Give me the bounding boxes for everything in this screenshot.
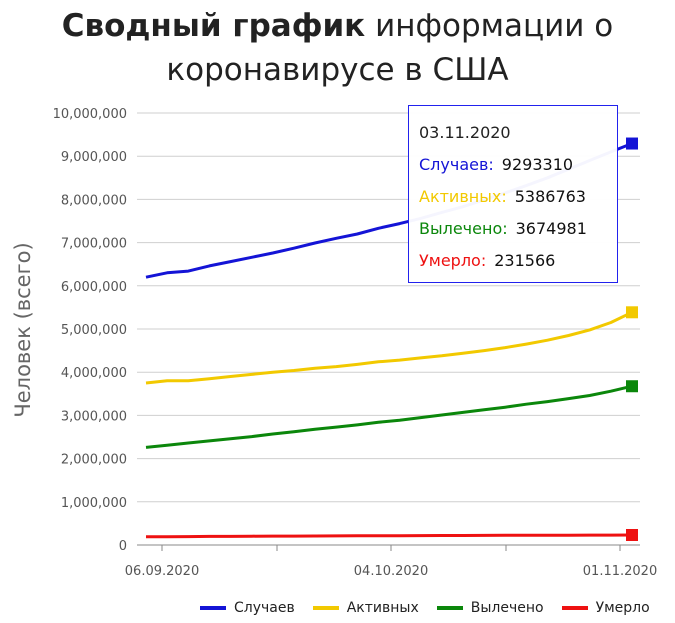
y-tick-label: 9,000,000: [61, 150, 127, 165]
tooltip-value: 231566: [494, 251, 556, 270]
tooltip-label: Случаев:: [419, 155, 494, 174]
tooltip-row-cases: Случаев: 9293310: [419, 149, 607, 181]
tooltip-label: Вылечено:: [419, 219, 508, 238]
series-line-Умерло[interactable]: [145, 533, 633, 539]
tooltip-label: Активных:: [419, 187, 507, 206]
legend-label: Случаев: [234, 600, 295, 616]
legend-item-cases[interactable]: Случаев: [200, 600, 295, 616]
tooltip-row-recovered: Вылечено: 3674981: [419, 213, 607, 245]
legend-label: Активных: [346, 600, 419, 616]
y-tick-label: 6,000,000: [61, 280, 127, 295]
legend-swatch: [561, 606, 588, 610]
legend-item-deaths[interactable]: Умерло: [561, 600, 650, 616]
y-axis-ticks: 0 1,000,000 2,000,000 3,000,000 4,000,000 5,0…: [53, 107, 127, 554]
series-line-Активных[interactable]: [145, 310, 633, 385]
x-tick-label: 06.09.2020: [125, 564, 199, 579]
legend: Случаев Активных Вылечено Умерло: [200, 596, 670, 620]
y-axis-label: Человек (всего): [11, 242, 35, 417]
y-tick-label: 8,000,000: [61, 193, 127, 208]
x-tick-label: 01.11.2020: [583, 564, 657, 579]
series-marker[interactable]: [626, 528, 638, 541]
tooltip-date: 03.11.2020: [419, 123, 511, 142]
y-tick-label: 10,000,000: [53, 107, 127, 122]
x-tick-label: 04.10.2020: [354, 564, 428, 579]
series-line-Вылечено[interactable]: [145, 384, 633, 449]
y-tick-label: 2,000,000: [61, 453, 127, 468]
y-tick-label: 1,000,000: [61, 496, 127, 511]
legend-label: Вылечено: [470, 600, 544, 616]
legend-label: Умерло: [595, 600, 650, 616]
y-tick-label: 3,000,000: [61, 409, 127, 424]
series-marker[interactable]: [626, 306, 638, 319]
tooltip-value: 5386763: [514, 187, 586, 206]
tooltip-row-deaths: Умерло: 231566: [419, 245, 607, 277]
title-bold: Сводный график: [61, 8, 366, 44]
chart-title: Сводный график информации о коронавирусе…: [0, 4, 675, 92]
legend-item-active[interactable]: Активных: [312, 600, 419, 616]
title-line-2: коронавирусе в США: [166, 52, 509, 88]
series-lines: [145, 137, 638, 541]
legend-swatch: [436, 606, 463, 610]
y-tick-label: 7,000,000: [61, 237, 127, 252]
series-marker[interactable]: [626, 137, 638, 150]
legend-item-recovered[interactable]: Вылечено: [436, 600, 544, 616]
y-tick-label: 4,000,000: [61, 366, 127, 381]
title-line-1: Сводный график информации о: [0, 4, 675, 48]
tooltip-value: 3674981: [515, 219, 587, 238]
grid-lines: [137, 112, 640, 546]
tooltip-row-active: Активных: 5386763: [419, 181, 607, 213]
tooltip-value: 9293310: [501, 155, 574, 174]
legend-swatch: [200, 606, 226, 610]
legend-swatch: [312, 606, 339, 610]
y-tick-label: 5,000,000: [61, 323, 127, 338]
x-axis: 06.09.2020 04.10.2020 01.11.2020: [125, 545, 657, 579]
y-tick-label: 0: [119, 539, 127, 554]
hover-tooltip: 03.11.2020 Случаев: 9293310 Активных: 5386…: [408, 105, 618, 283]
title-rest: информации о: [375, 8, 614, 44]
series-marker[interactable]: [626, 380, 638, 393]
tooltip-label: Умерло:: [419, 251, 487, 270]
